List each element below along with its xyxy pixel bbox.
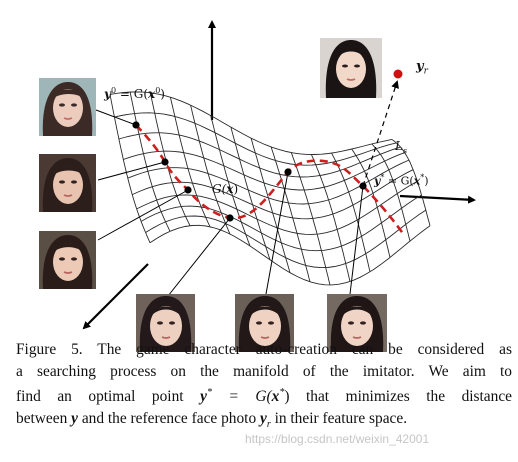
manifold-grid [109,91,431,286]
grid-line-horizontal [118,132,401,178]
watermark: https://blog.csdn.net/weixin_42001 [245,432,430,446]
face-photo-step-2 [39,231,96,289]
label-x0-var: x [148,87,156,101]
label-gx: G(x) [212,183,238,195]
connector-face-bottom-3 [349,185,364,295]
label-yr: yr [416,60,428,77]
label-y0-fn: = G( [119,87,149,101]
grid-line-vertical [230,126,271,260]
grid-line-vertical [351,148,391,258]
caption-eq-x: x [271,388,280,406]
caption-line-3-b: that minimizes the distance [289,388,512,406]
face-photo-bottom-2 [235,294,294,352]
grid-line-vertical [169,97,211,227]
label-y0-sup: 0 [110,86,117,95]
figure-caption: Figure 5. The game character auto-creati… [16,339,512,436]
grid-line-vertical [290,152,331,286]
caption-line-3-a: find an optimal point [16,388,201,406]
grid-line-vertical [250,137,291,273]
point-step-2 [184,186,192,194]
grid-line-vertical [210,115,251,247]
label-ls-sub: s [402,146,408,156]
connector-face-left-2 [97,161,166,181]
label-gx-fn: G( [212,182,227,196]
caption-line-2: a searching process on the manifold of t… [16,362,512,380]
label-xstar-sup: * [420,173,425,182]
grid-line-vertical [310,154,351,282]
label-ystar-equation: y* = G(x*) [374,174,429,187]
caption-y: y [71,409,78,427]
label-ls: Ls [395,140,407,155]
connector-face-left-1 [95,109,137,126]
search-path [135,124,406,236]
face-photo-bottom-1 [136,294,195,352]
caption-line-1: Figure 5. The game character auto-creati… [16,341,512,358]
label-ystar-var: y [374,174,381,188]
label-y0-equation: y0 = G(x0) [104,86,165,101]
label-y0-close: ) [160,87,165,101]
caption-line-4-c: in their feature space. [270,409,408,427]
target-path [362,80,399,187]
caption-eq-close: ) [284,388,290,406]
connector-lines [95,109,364,297]
label-ystar-sup: * [380,173,385,182]
grid-line-horizontal [136,181,418,235]
point-step-1 [161,158,169,166]
label-ystar-close: ) [424,174,429,188]
label-gx-close: ) [233,182,239,196]
face-photo-step-1 [39,154,96,212]
grid-line-horizontal [149,224,431,286]
caption-line-3: find an optimal point y* = G(x*) that mi… [16,382,512,408]
caption-eq-y-sup: * [206,387,212,399]
manifold-diagram [82,20,476,330]
label-xstar-var: x [413,174,421,188]
face-photo-reference-yr [320,38,382,98]
point-y0 [132,121,140,129]
x-axis [399,194,476,204]
grid-line-vertical [371,143,411,242]
grid-line-vertical [190,105,231,235]
label-yr-sub: r [423,66,428,77]
caption-eq-y: y [200,388,207,406]
point-gx [226,214,234,222]
label-y0-var: y [104,87,111,101]
caption-eq-x-sup: * [279,387,285,399]
face-photo-ystar [327,294,387,352]
grid-line-horizontal [123,150,405,191]
label-yr-var: y [416,59,424,74]
grid-line-vertical [109,94,151,243]
grid-line-vertical [149,92,191,226]
grid-line-vertical [270,146,311,282]
connector-face-bottom-1 [167,217,231,297]
manifold-figure: y0 = G(x0) G(x) yr Ls y* = G(x*) [39,20,476,352]
grid-line-vertical [391,139,431,226]
label-ls-var: L [395,139,403,153]
caption-yr-sub: r [266,418,271,430]
caption-line-4-a: between [16,409,72,427]
label-ystar-fn: = G( [387,174,414,188]
label-gx-var: x [226,182,234,196]
caption-line-4: between y and the reference face photo y… [16,408,512,436]
point-ystar [359,182,367,190]
point-yr [393,69,403,79]
caption-eq-ystar: y* = G(x*) [200,387,290,406]
grid-line-horizontal [140,194,422,252]
caption-eq-g: = G( [211,388,272,406]
y-axis [82,263,149,330]
label-x0-sup: 0 [155,86,161,95]
grid-line-horizontal [114,112,397,166]
caption-line-4-b: and the reference face photo [77,409,260,427]
connector-face-left-3 [97,189,189,241]
grid-line-horizontal [145,209,427,269]
caption-yr: y [259,409,267,427]
face-photo-y0 [39,78,96,136]
grid-line-horizontal [109,91,393,155]
connector-face-bottom-2 [265,171,289,295]
point-step-3 [284,168,292,176]
